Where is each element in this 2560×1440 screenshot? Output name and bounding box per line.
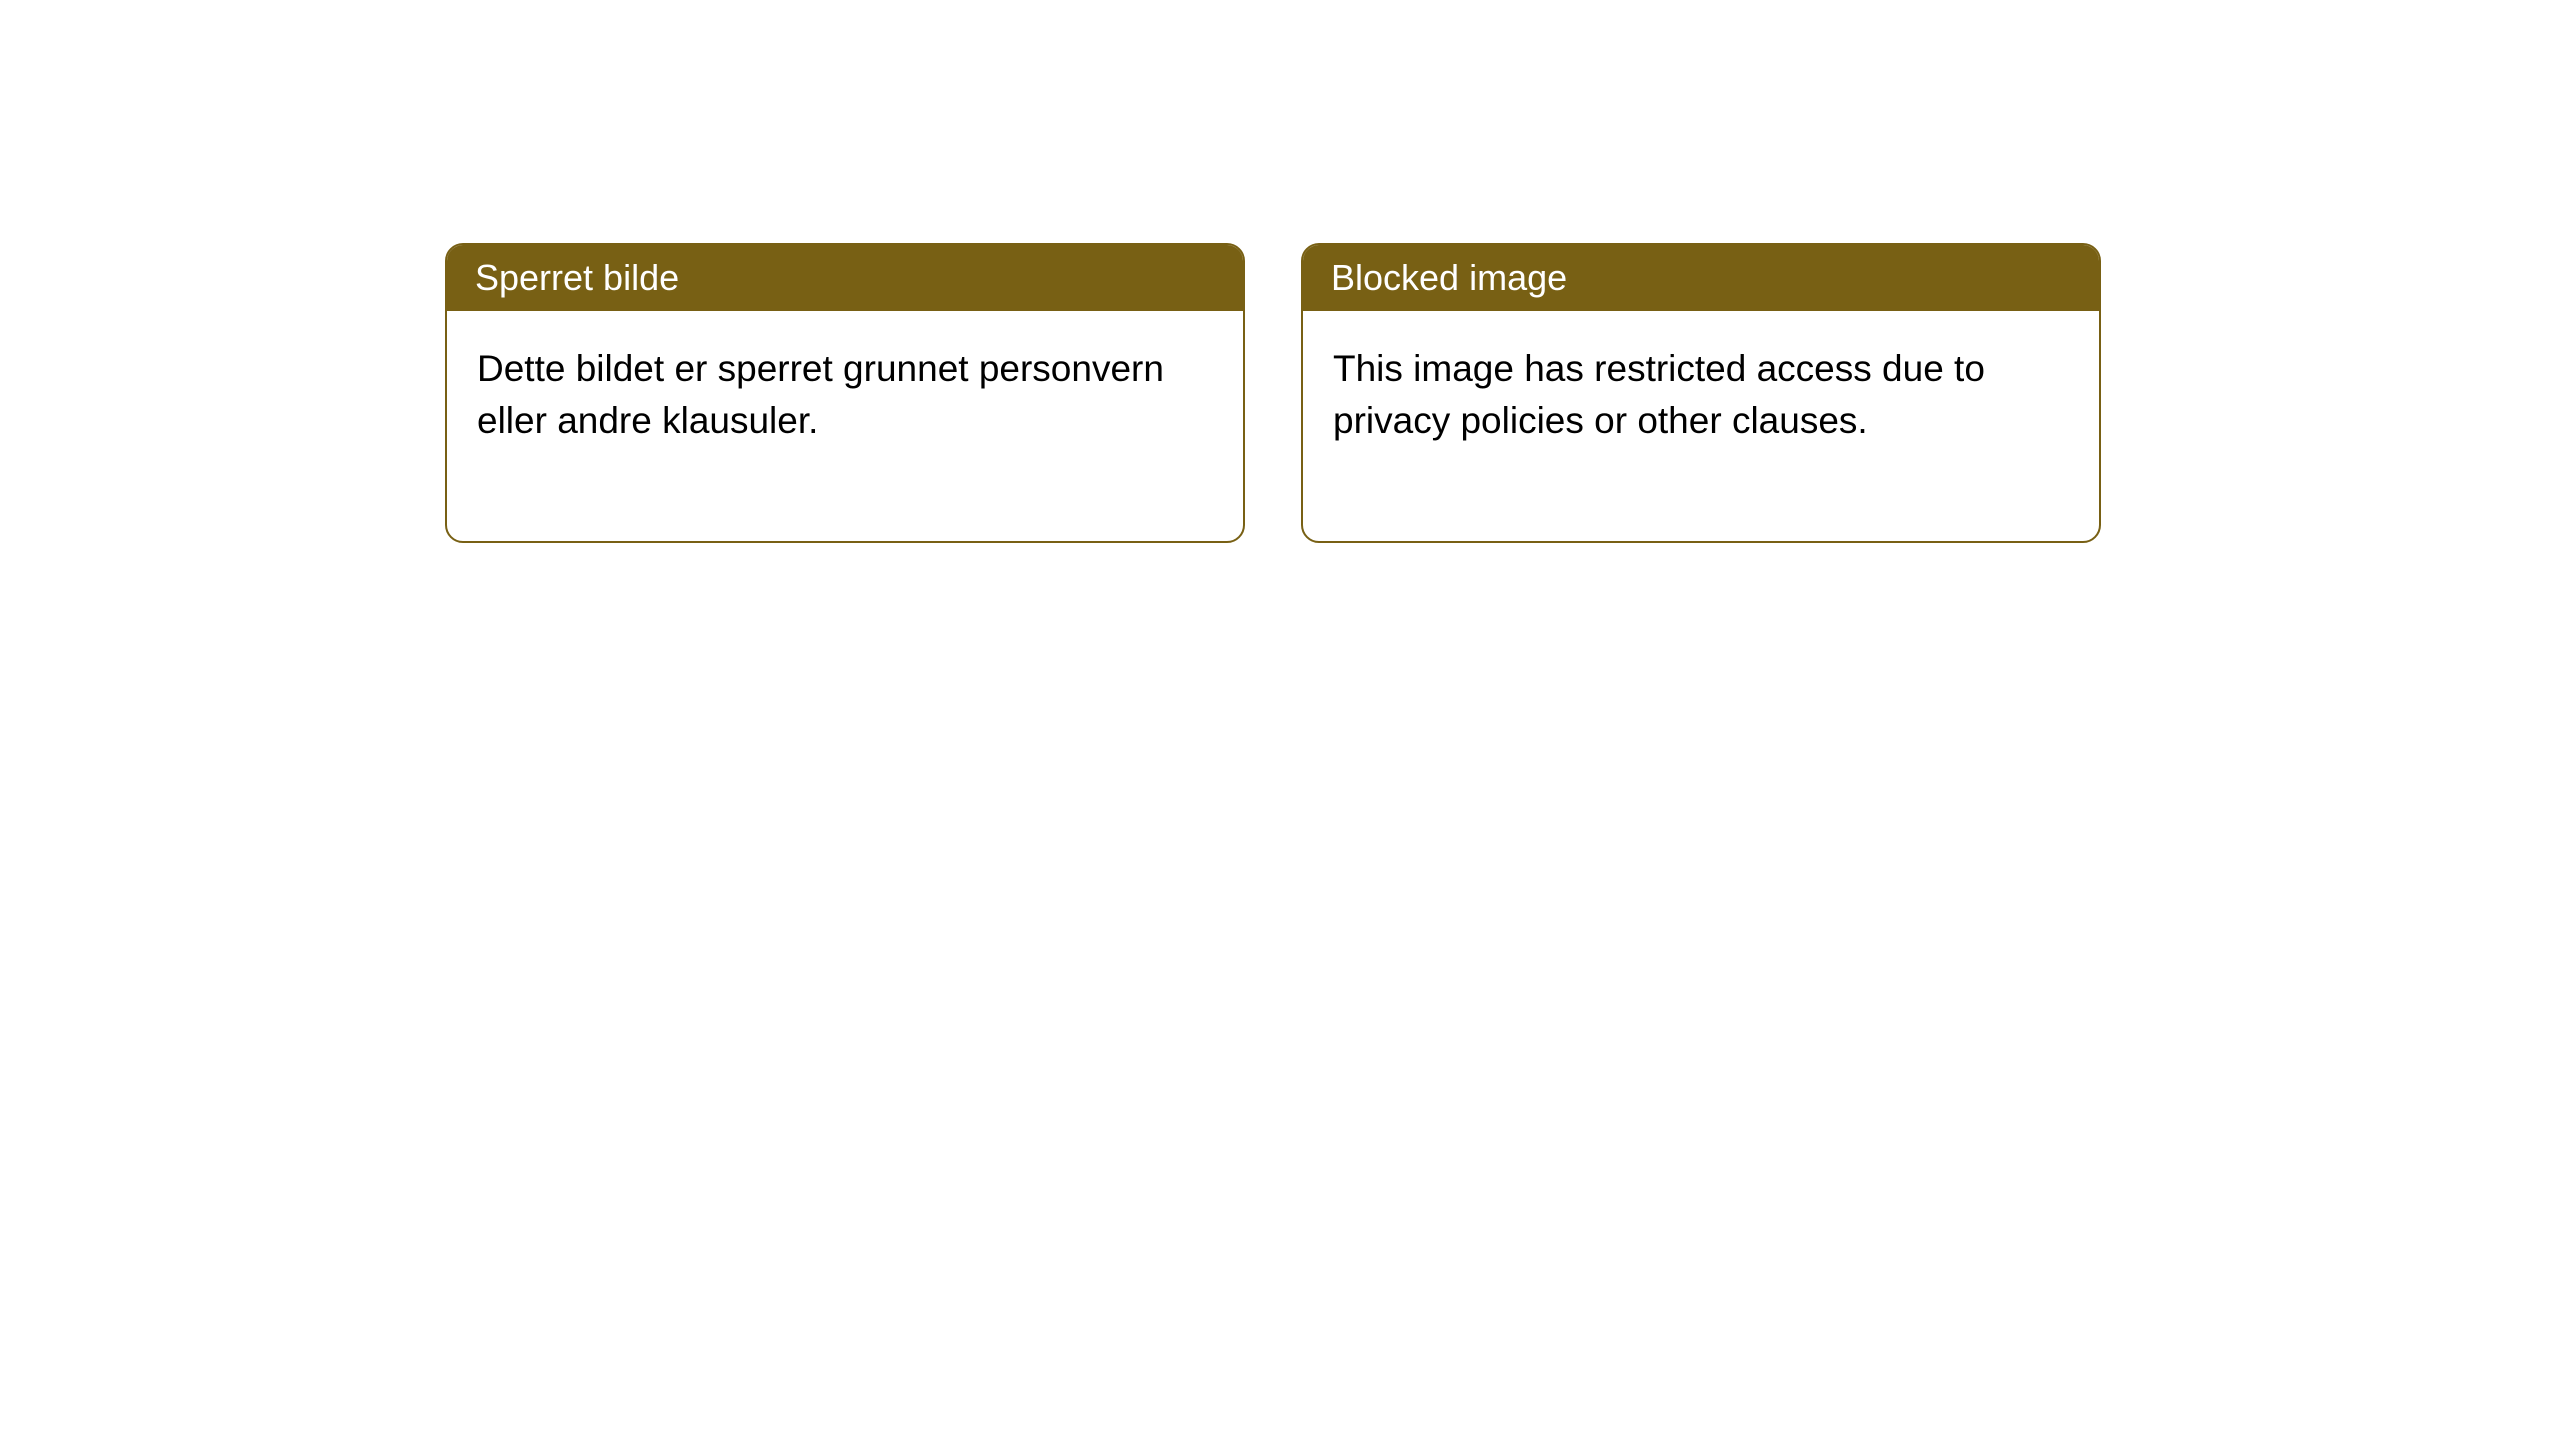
notice-body-norwegian: Dette bildet er sperret grunnet personve… xyxy=(447,311,1243,541)
notice-title-english: Blocked image xyxy=(1331,257,1567,298)
notice-card-english: Blocked image This image has restricted … xyxy=(1301,243,2101,543)
notice-card-norwegian: Sperret bilde Dette bildet er sperret gr… xyxy=(445,243,1245,543)
notice-header-english: Blocked image xyxy=(1303,245,2099,311)
notice-text-english: This image has restricted access due to … xyxy=(1333,348,1985,441)
notice-text-norwegian: Dette bildet er sperret grunnet personve… xyxy=(477,348,1164,441)
notice-container: Sperret bilde Dette bildet er sperret gr… xyxy=(445,243,2101,543)
notice-body-english: This image has restricted access due to … xyxy=(1303,311,2099,541)
notice-header-norwegian: Sperret bilde xyxy=(447,245,1243,311)
notice-title-norwegian: Sperret bilde xyxy=(475,257,679,298)
